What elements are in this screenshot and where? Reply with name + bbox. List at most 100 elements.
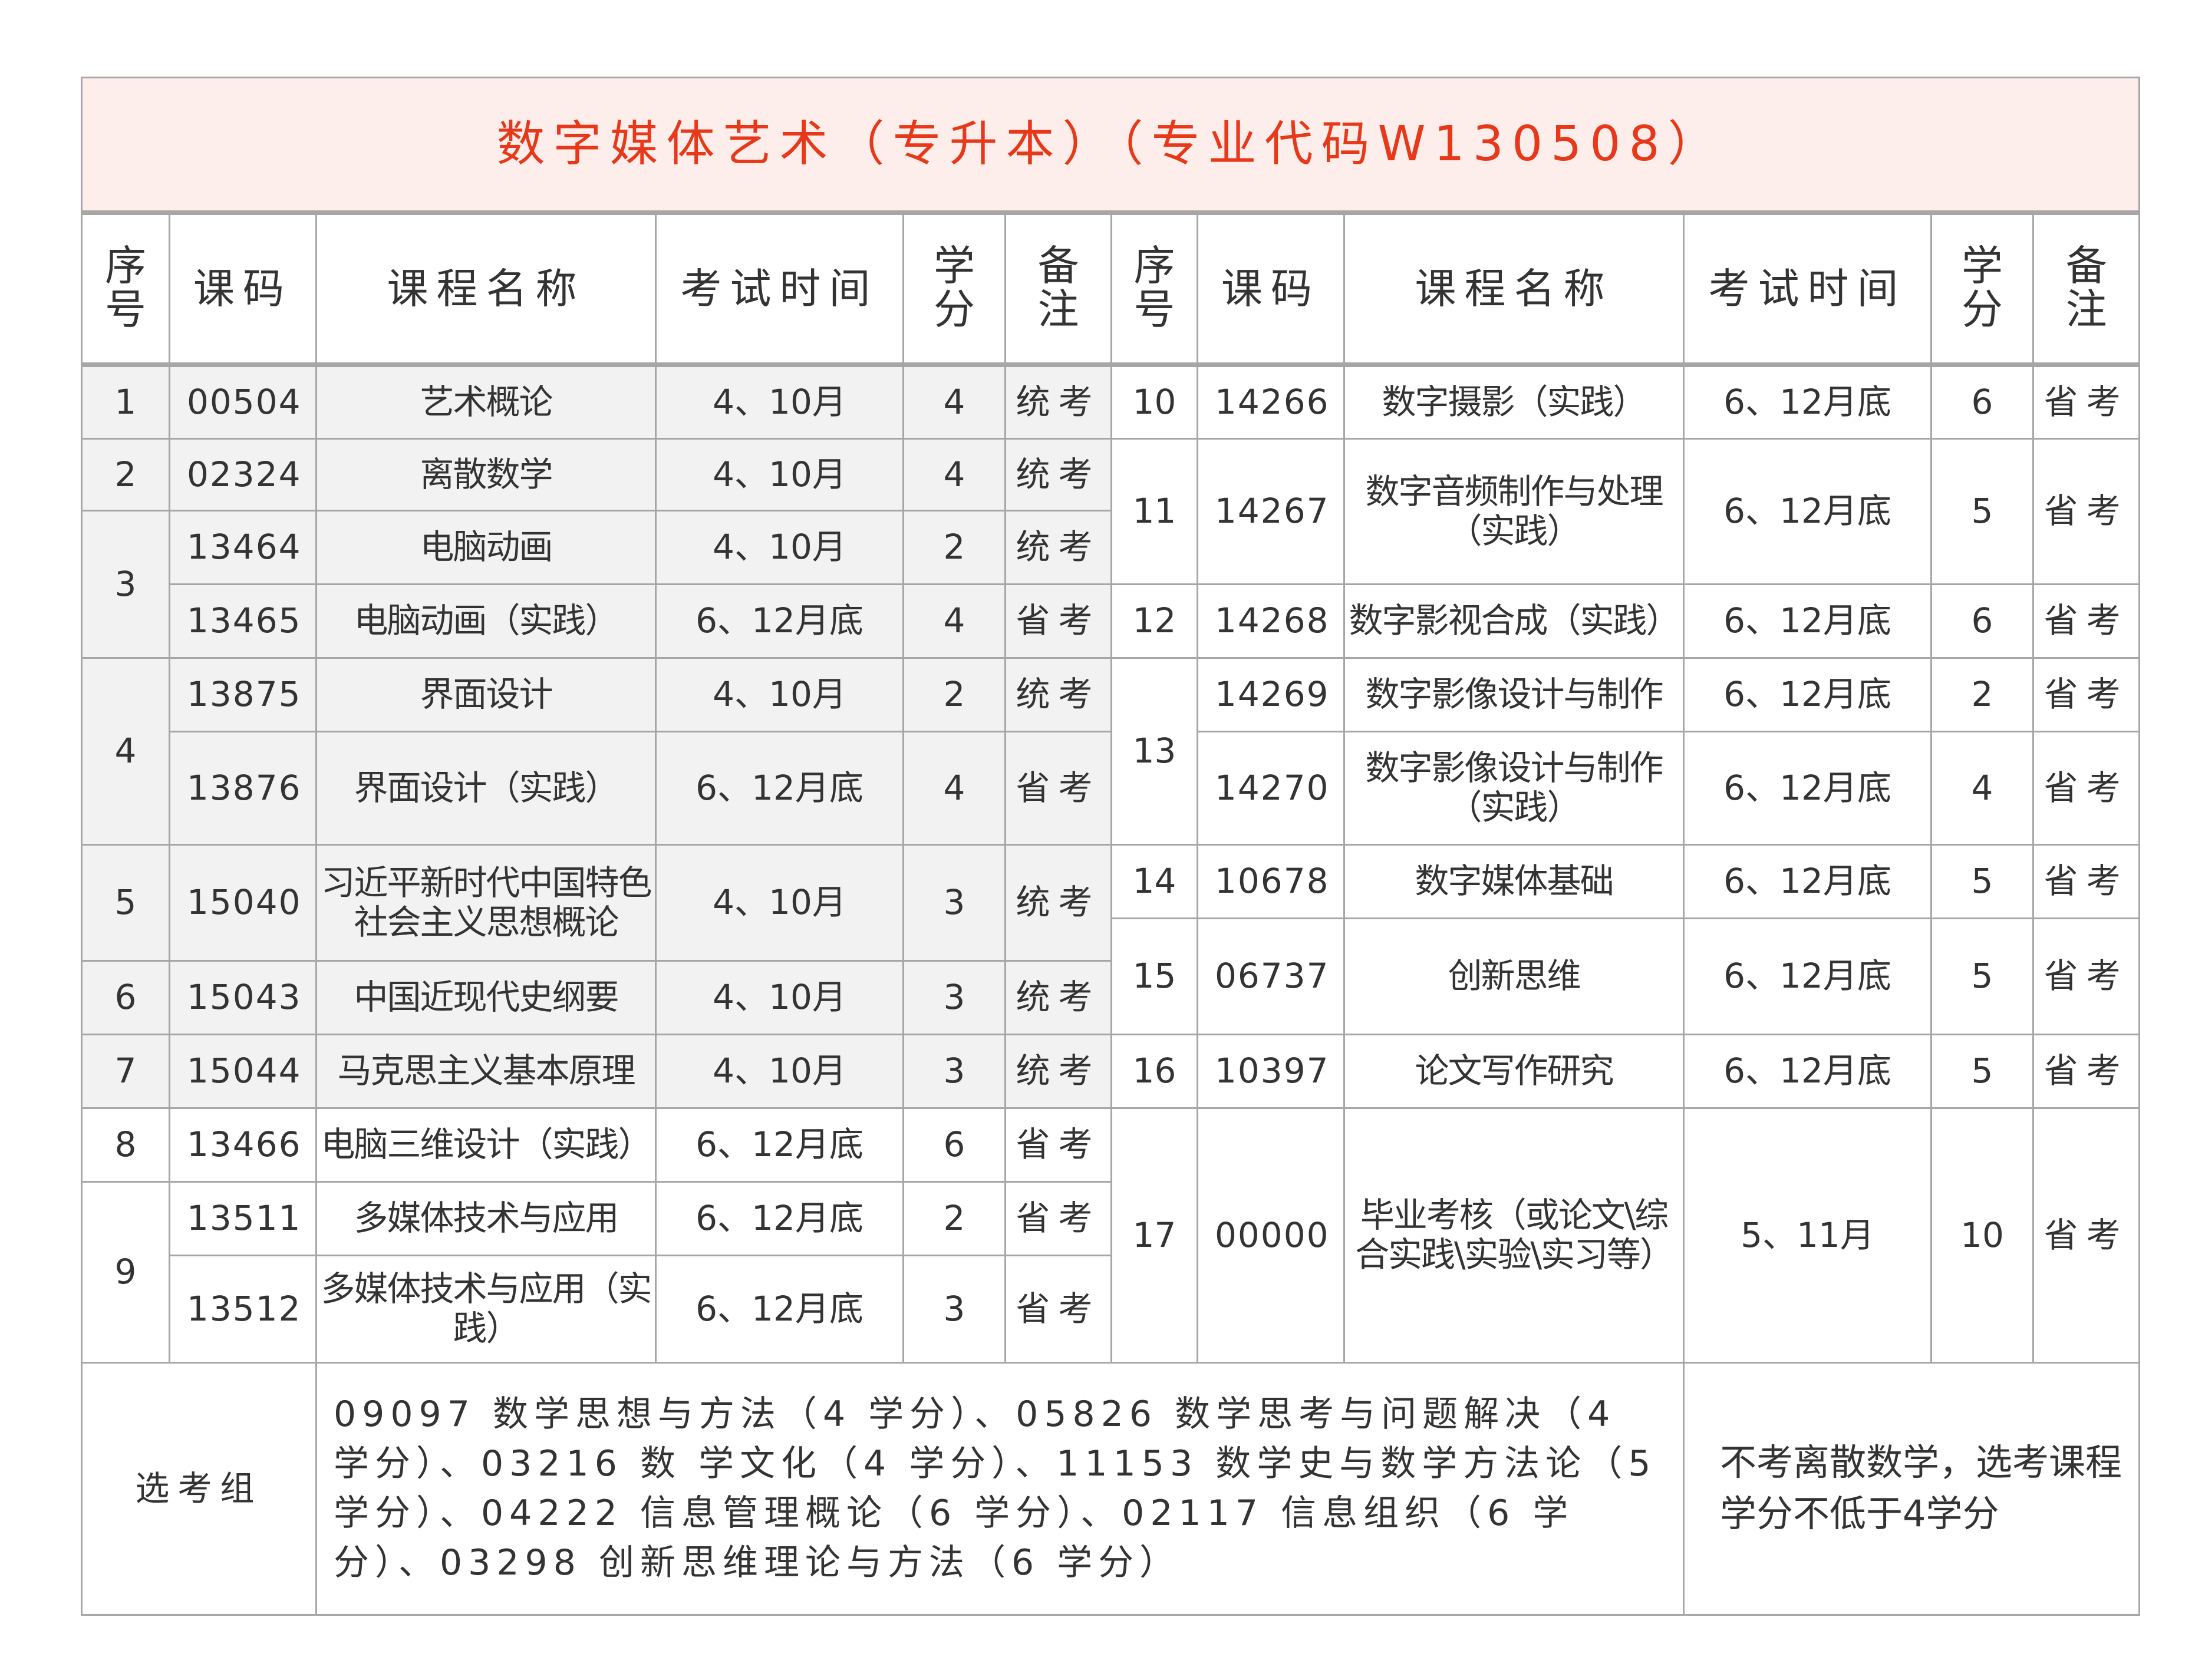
right-course-code: 14268 xyxy=(1197,583,1345,659)
left-course-credit: 2 xyxy=(902,509,1006,585)
left-course-note: 统考 xyxy=(1004,843,1112,962)
right-course-code: 14270 xyxy=(1197,730,1345,846)
header-seq: 序号 xyxy=(81,212,170,367)
left-course-time: 4、10月 xyxy=(655,364,904,440)
table-row: 15 06737 创新思维 6、12月底 5 省考 xyxy=(82,917,2141,1035)
left-course-credit: 4 xyxy=(902,583,1006,659)
left-course-time: 4、10月 xyxy=(655,656,904,732)
left-course-code: 13465 xyxy=(169,583,317,659)
left-course-name: 电脑动画 xyxy=(315,509,657,585)
right-course-seq: 14 xyxy=(1110,843,1198,919)
right-course-note: 省考 xyxy=(2032,843,2141,919)
right-course-name: 创新思维 xyxy=(1343,917,1685,1035)
header-row: 序号 课码 课程名称 考试时间 学分 备注 序号 课码 课程名称 考试时间 学分… xyxy=(81,212,2141,367)
right-course-credit: 5 xyxy=(1930,1033,2034,1109)
header-note: 备注 xyxy=(2032,212,2141,367)
right-course-code: 10678 xyxy=(1197,843,1345,919)
right-course-credit: 2 xyxy=(1930,656,2034,732)
right-course-seq: 10 xyxy=(1110,364,1198,440)
left-course-code: 15044 xyxy=(169,1033,317,1109)
right-course-seq: 15 xyxy=(1110,917,1198,1035)
right-course-note: 省考 xyxy=(2032,730,2141,846)
right-course-time: 6、12月底 xyxy=(1683,917,1932,1035)
left-course-note: 统考 xyxy=(1004,509,1112,585)
header-name: 课程名称 xyxy=(1343,212,1685,367)
right-course-name: 数字媒体基础 xyxy=(1343,843,1685,919)
left-course-credit: 3 xyxy=(902,843,1006,962)
left-course-seq: 9 xyxy=(81,1180,170,1364)
right-course-time: 6、12月底 xyxy=(1683,656,1932,732)
table-row: 13512 多媒体技术与应用（实践） 6、12月底 3 省考 xyxy=(82,1254,2140,1364)
header-credit: 学分 xyxy=(1930,212,2034,367)
right-course-note: 省考 xyxy=(2032,917,2141,1035)
right-course-note: 省考 xyxy=(2032,1033,2141,1109)
left-course-name: 界面设计 xyxy=(315,656,657,732)
right-course-note: 省考 xyxy=(2032,364,2141,440)
right-course-note: 省考 xyxy=(2032,1107,2141,1364)
table-title: 数字媒体艺术（专升本）（专业代码W130508） xyxy=(80,77,2141,215)
right-course-seq: 13 xyxy=(1110,656,1198,846)
left-course-seq: 7 xyxy=(81,1033,170,1109)
left-course-time: 6、12月底 xyxy=(655,583,904,659)
left-course-note: 统考 xyxy=(1004,364,1112,440)
right-course-time: 6、12月底 xyxy=(1683,364,1932,440)
left-course-name: 多媒体技术与应用（实践） xyxy=(315,1254,657,1364)
header-time: 考试时间 xyxy=(1683,212,1932,367)
left-course-code: 13876 xyxy=(169,730,317,846)
left-course-credit: 2 xyxy=(902,1180,1006,1256)
curriculum-table: 数字媒体艺术（专升本）（专业代码W130508） 序号 课码 课程名称 考试时间… xyxy=(80,77,2141,1616)
left-course-code: 13464 xyxy=(169,509,317,585)
left-course-time: 4、10月 xyxy=(655,437,904,511)
left-course-time: 6、12月底 xyxy=(655,1254,904,1364)
left-course-note: 省考 xyxy=(1004,1180,1112,1256)
left-course-note: 统考 xyxy=(1004,959,1112,1035)
left-course-note: 省考 xyxy=(1004,1254,1112,1364)
right-course-credit: 5 xyxy=(1930,843,2034,919)
left-course-time: 4、10月 xyxy=(655,1033,904,1109)
left-course-note: 统考 xyxy=(1004,656,1112,732)
table-row: 13465 电脑动画（实践） 6、12月底 4 省考 12 14268 数字影视合成（实践） 6… xyxy=(82,583,2141,659)
table-row: 1 00504 艺术概论 4、10月 4 统考 10 14266 数字摄影（实践） 6、12月底 6… xyxy=(81,364,2141,440)
left-course-credit: 4 xyxy=(902,730,1006,846)
right-course-name: 数字影像设计与制作 xyxy=(1343,656,1685,732)
elective-remark: 不考离散数学，选考课程学分不低于4学分 xyxy=(1682,1361,2141,1616)
right-course-code: 14269 xyxy=(1197,656,1345,732)
right-course-credit: 5 xyxy=(1930,437,2034,585)
table-row: 3 13464 电脑动画 4、10月 2 统考 xyxy=(81,509,2140,659)
elective-row: 选考组 09097 数学思想与方法（4 学分）、05826 数学思考与问题解决（4… xyxy=(81,1361,2141,1616)
left-course-credit: 4 xyxy=(902,437,1006,511)
right-course-note: 省考 xyxy=(2032,437,2141,585)
left-course-code: 15043 xyxy=(169,959,317,1035)
left-course-name: 电脑动画（实践） xyxy=(315,583,657,659)
left-course-credit: 3 xyxy=(902,1254,1006,1364)
right-course-name: 数字影视合成（实践） xyxy=(1343,583,1685,659)
right-course-name: 数字音频制作与处理（实践） xyxy=(1343,437,1685,585)
left-course-seq: 8 xyxy=(81,1107,170,1183)
right-course-credit: 10 xyxy=(1930,1107,2034,1364)
right-course-time: 6、12月底 xyxy=(1683,730,1932,846)
table-row: 8 13466 电脑三维设计（实践） 6、12月底 6 省考 17 00000 毕业考核（或论文… xyxy=(81,1107,2141,1364)
header-code: 课码 xyxy=(169,212,317,367)
right-course-name: 论文写作研究 xyxy=(1343,1033,1685,1109)
left-course-name: 习近平新时代中国特色社会主义思想概论 xyxy=(315,843,657,962)
right-course-credit: 5 xyxy=(1930,917,2034,1035)
right-course-code: 06737 xyxy=(1197,917,1345,1035)
left-course-time: 6、12月底 xyxy=(655,1180,904,1256)
left-course-seq: 5 xyxy=(81,843,170,962)
header-credit: 学分 xyxy=(902,212,1006,367)
right-course-time: 6、12月底 xyxy=(1683,843,1932,919)
table-row: 2 02324 离散数学 4、10月 4 统考 11 14267 数字音频制作与处理（实践） 6、… xyxy=(81,437,2141,585)
table-row: 6 15043 中国近现代史纲要 4、10月 3 统考 xyxy=(81,959,2140,1035)
left-course-code: 02324 xyxy=(169,437,317,511)
left-course-time: 6、12月底 xyxy=(655,1107,904,1183)
left-course-credit: 2 xyxy=(902,656,1006,732)
left-course-name: 多媒体技术与应用 xyxy=(315,1180,657,1256)
table-row: 13876 界面设计（实践） 6、12月底 4 省考 14270 数字影像设计与制作（实践）… xyxy=(82,730,2141,846)
right-course-credit: 6 xyxy=(1930,364,2034,440)
right-course-note: 省考 xyxy=(2032,656,2141,732)
left-course-seq: 6 xyxy=(81,959,170,1035)
elective-courses: 09097 数学思想与方法（4 学分）、05826 数学思考与问题解决（4 学分… xyxy=(315,1361,1685,1616)
left-course-name: 离散数学 xyxy=(315,437,657,511)
left-course-code: 13512 xyxy=(169,1254,317,1364)
header-seq: 序号 xyxy=(1110,212,1198,367)
